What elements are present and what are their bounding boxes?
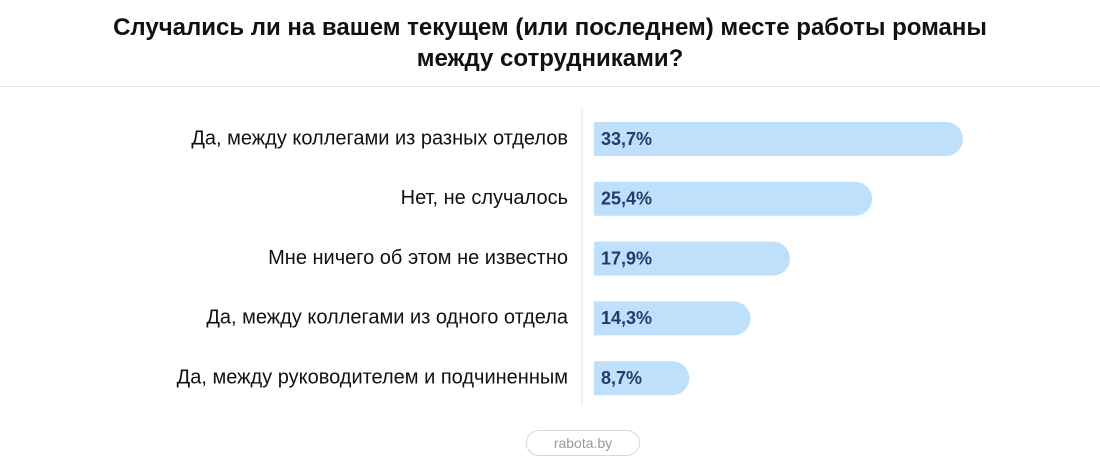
bar	[594, 241, 790, 276]
value-label: 14,3%	[601, 308, 652, 328]
value-label: 8,7%	[601, 368, 642, 388]
separator	[0, 86, 1100, 87]
category-label: Да, между руководителем и подчиненным	[177, 366, 568, 388]
category-label: Нет, не случалось	[401, 187, 568, 209]
bar	[594, 361, 690, 396]
bar	[594, 122, 963, 156]
bar	[594, 301, 751, 336]
source-badge: rabota.by	[526, 430, 640, 456]
chart-title: Случались ли на вашем текущем (или после…	[113, 14, 987, 72]
value-label: 25,4%	[601, 189, 652, 209]
value-label: 33,7%	[601, 129, 652, 149]
category-label: Мне ничего об этом не известно	[268, 247, 568, 269]
category-label: Да, между коллегами из одного отдела	[206, 307, 569, 329]
category-label: Да, между коллегами из разных отделов	[191, 127, 568, 149]
bar	[594, 181, 873, 216]
value-label: 17,9%	[601, 248, 652, 268]
